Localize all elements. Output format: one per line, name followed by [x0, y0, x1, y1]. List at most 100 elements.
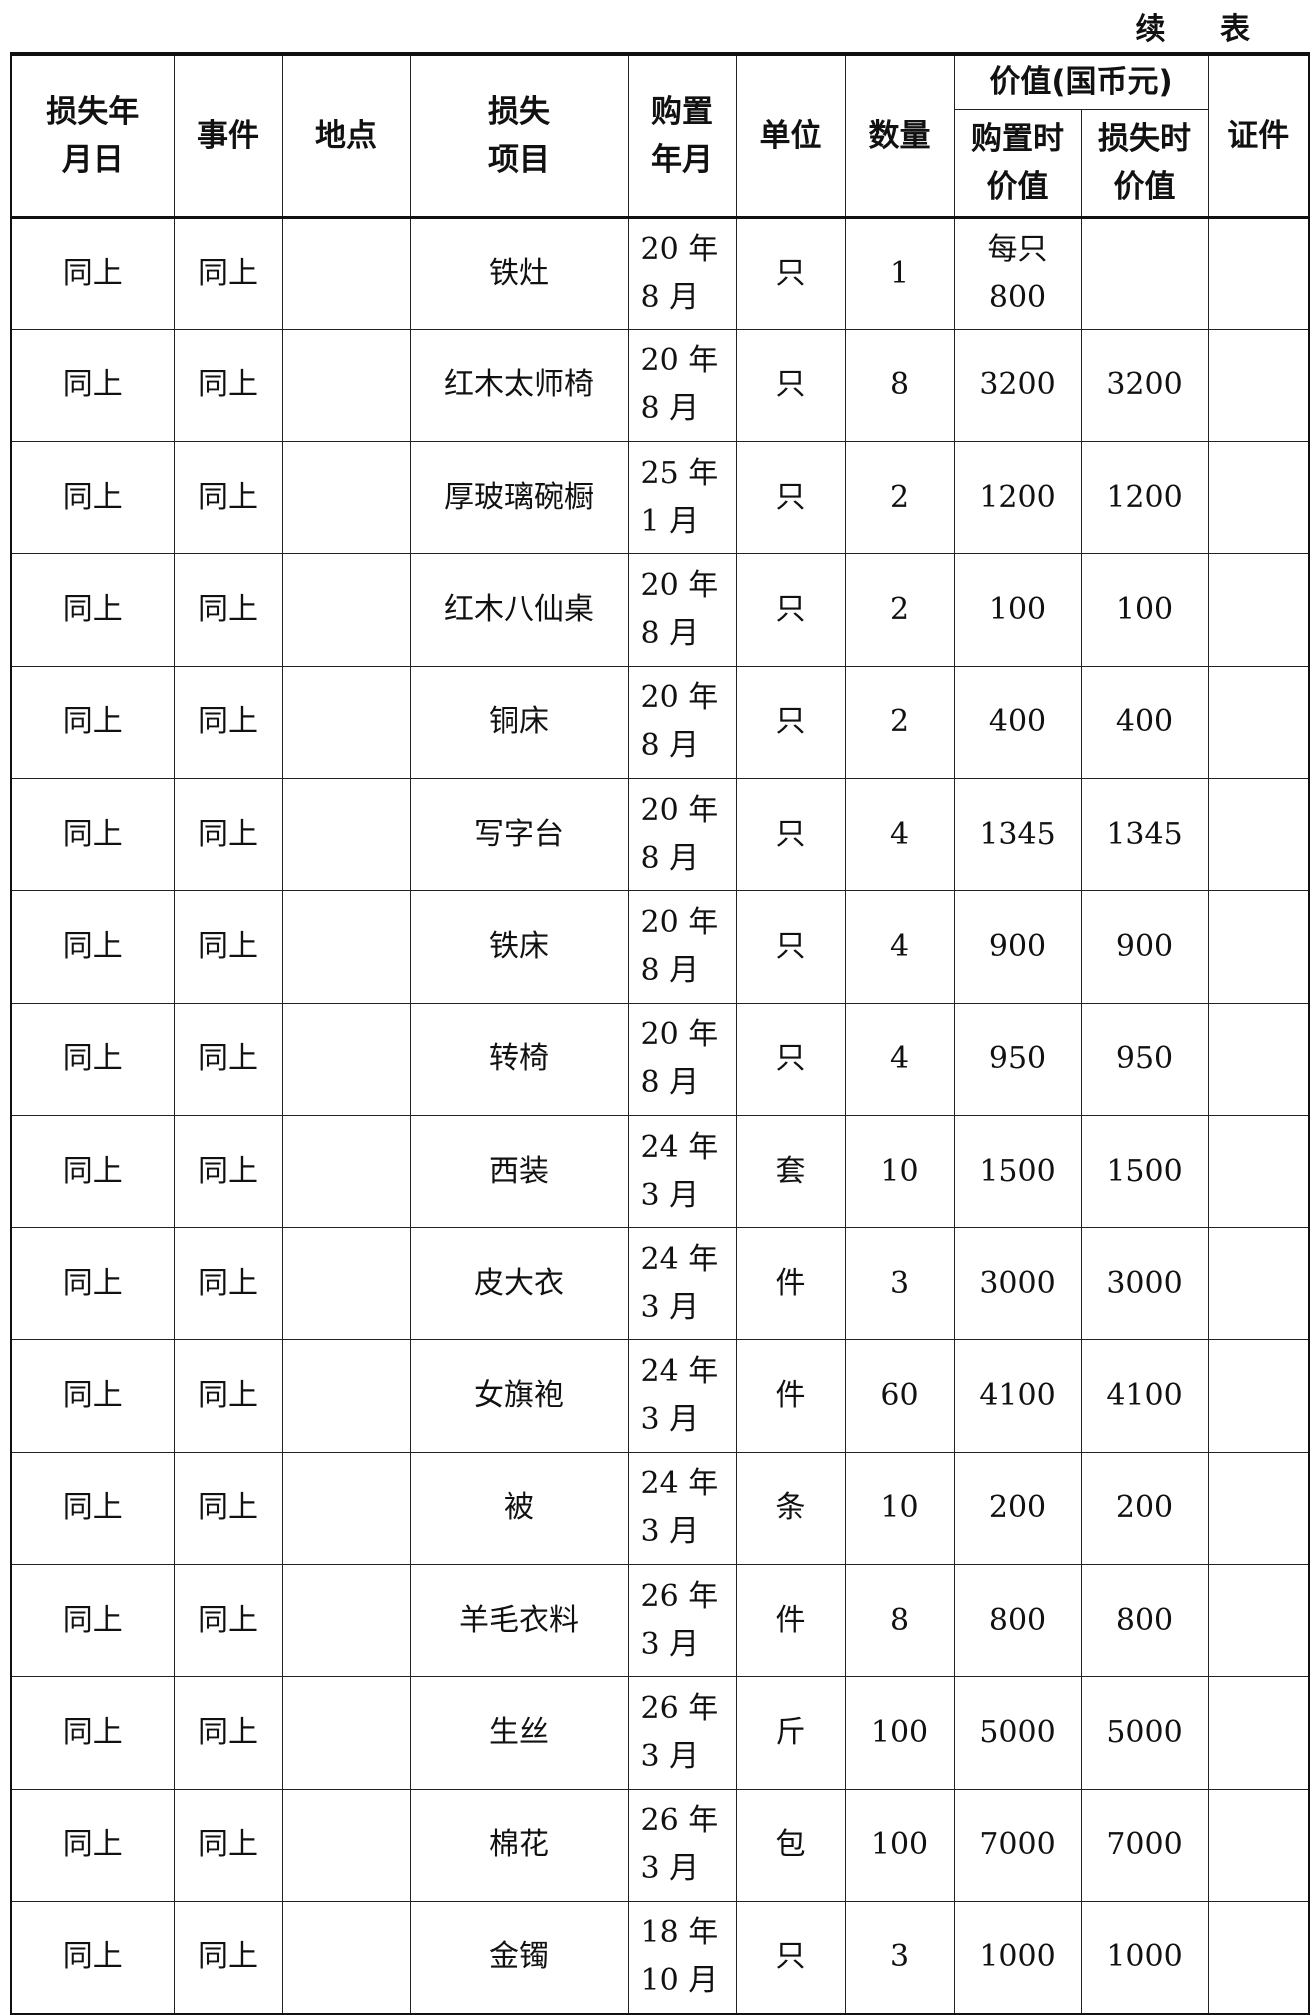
cell-quantity: 4 — [844, 777, 955, 892]
cell-unit: 只 — [735, 1002, 846, 1116]
cell-value-at-purchase: 800 — [953, 1564, 1082, 1678]
cell-loss-date: 同上 — [10, 665, 175, 779]
purchase-date-line: 24 年 — [640, 1129, 719, 1165]
cell-unit: 件 — [735, 1227, 846, 1341]
cell-location — [281, 1676, 411, 1790]
cell-unit: 只 — [735, 328, 846, 443]
cell-certificate — [1207, 1900, 1310, 2015]
purchase-date-line: 3 月 — [640, 1514, 700, 1550]
cell-location — [281, 216, 411, 330]
cell-location — [281, 1564, 411, 1678]
purchase-date-line: 26 年 — [640, 1578, 719, 1614]
purchase-date-line: 20 年 — [640, 568, 719, 604]
cell-loss-date: 同上 — [10, 777, 175, 892]
cell-loss-date: 同上 — [10, 1227, 175, 1341]
cell-event: 同上 — [173, 665, 283, 779]
cell-value-at-purchase: 1200 — [953, 441, 1082, 555]
purchase-date-line: 8 月 — [640, 279, 700, 315]
cell-quantity: 8 — [844, 1564, 955, 1678]
cell-certificate — [1207, 665, 1310, 779]
cell-certificate — [1207, 890, 1310, 1004]
cell-purchase-date: 20 年 8 月 — [627, 553, 737, 667]
cell-value-at-loss: 4100 — [1080, 1339, 1209, 1453]
cell-item: 红木太师椅 — [409, 328, 629, 443]
cell-loss-date: 同上 — [10, 890, 175, 1004]
purchase-date-line: 8 月 — [640, 840, 700, 876]
cell-loss-date: 同上 — [10, 216, 175, 330]
cell-item: 转椅 — [409, 1002, 629, 1116]
cell-event: 同上 — [173, 441, 283, 555]
cell-certificate — [1207, 1564, 1310, 1678]
cell-quantity: 2 — [844, 665, 955, 779]
cell-loss-date: 同上 — [10, 1676, 175, 1790]
cell-unit: 只 — [735, 665, 846, 779]
cell-value-at-purchase: 200 — [953, 1451, 1082, 1566]
cell-value-at-loss: 400 — [1080, 665, 1209, 779]
cell-value-at-purchase: 5000 — [953, 1676, 1082, 1790]
cell-event: 同上 — [173, 1900, 283, 2015]
cell-value-at-loss: 3000 — [1080, 1227, 1209, 1341]
cell-loss-date: 同上 — [10, 1451, 175, 1566]
purchase-date-line: 20 年 — [640, 792, 719, 828]
cell-event: 同上 — [173, 1339, 283, 1453]
cell-certificate — [1207, 1451, 1310, 1566]
cell-value-at-loss: 1500 — [1080, 1114, 1209, 1229]
cell-purchase-date: 26 年 3 月 — [627, 1564, 737, 1678]
cell-loss-date: 同上 — [10, 1788, 175, 1902]
purchase-date-line: 3 月 — [640, 1402, 700, 1438]
cell-event: 同上 — [173, 1564, 283, 1678]
cell-value-at-purchase: 400 — [953, 665, 1082, 779]
cell-location — [281, 441, 411, 555]
header-loss-date: 损失年月日 — [10, 53, 175, 218]
loss-table: 损失年月日 事件 地点 损失项目 购置年月 单位 数量 价值(国币元) 证件 购… — [10, 52, 1310, 2015]
cell-value-at-purchase: 1345 — [953, 777, 1082, 892]
cell-item: 女旗袍 — [409, 1339, 629, 1453]
cell-quantity: 1 — [844, 216, 955, 330]
cell-location — [281, 777, 411, 892]
cell-certificate — [1207, 1339, 1310, 1453]
purchase-date-line: 10 月 — [640, 1963, 719, 1999]
cell-value-at-purchase: 900 — [953, 890, 1082, 1004]
purchase-date-line: 3 月 — [640, 1289, 700, 1325]
cell-event: 同上 — [173, 777, 283, 892]
cell-item: 红木八仙桌 — [409, 553, 629, 667]
cell-loss-date: 同上 — [10, 1564, 175, 1678]
purchase-date-line: 8 月 — [640, 616, 700, 652]
cell-certificate — [1207, 1788, 1310, 1902]
cell-item: 铁灶 — [409, 216, 629, 330]
cell-purchase-date: 24 年 3 月 — [627, 1339, 737, 1453]
cell-purchase-date: 20 年 8 月 — [627, 665, 737, 779]
cell-unit: 斤 — [735, 1676, 846, 1790]
purchase-date-line: 20 年 — [640, 680, 719, 716]
cell-purchase-date: 20 年 8 月 — [627, 777, 737, 892]
cell-value-at-loss: 5000 — [1080, 1676, 1209, 1790]
cell-event: 同上 — [173, 1676, 283, 1790]
cell-unit: 件 — [735, 1564, 846, 1678]
cell-loss-date: 同上 — [10, 1900, 175, 2015]
cell-value-at-purchase: 7000 — [953, 1788, 1082, 1902]
cell-quantity: 10 — [844, 1451, 955, 1566]
cell-value-at-loss: 1000 — [1080, 1900, 1209, 2015]
cell-unit: 套 — [735, 1114, 846, 1229]
header-unit: 单位 — [735, 53, 846, 218]
cell-event: 同上 — [173, 1114, 283, 1229]
cell-event: 同上 — [173, 1002, 283, 1116]
header-certificate: 证件 — [1207, 53, 1310, 218]
value-text: 每只800 — [987, 231, 1048, 315]
cell-purchase-date: 24 年 3 月 — [627, 1114, 737, 1229]
cell-value-at-loss: 3200 — [1080, 328, 1209, 443]
header-event: 事件 — [173, 53, 283, 218]
cell-location — [281, 1788, 411, 1902]
cell-unit: 只 — [735, 216, 846, 330]
cell-quantity: 2 — [844, 441, 955, 555]
cell-location — [281, 890, 411, 1004]
cell-certificate — [1207, 328, 1310, 443]
cell-value-at-purchase: 3200 — [953, 328, 1082, 443]
cell-purchase-date: 20 年 8 月 — [627, 890, 737, 1004]
